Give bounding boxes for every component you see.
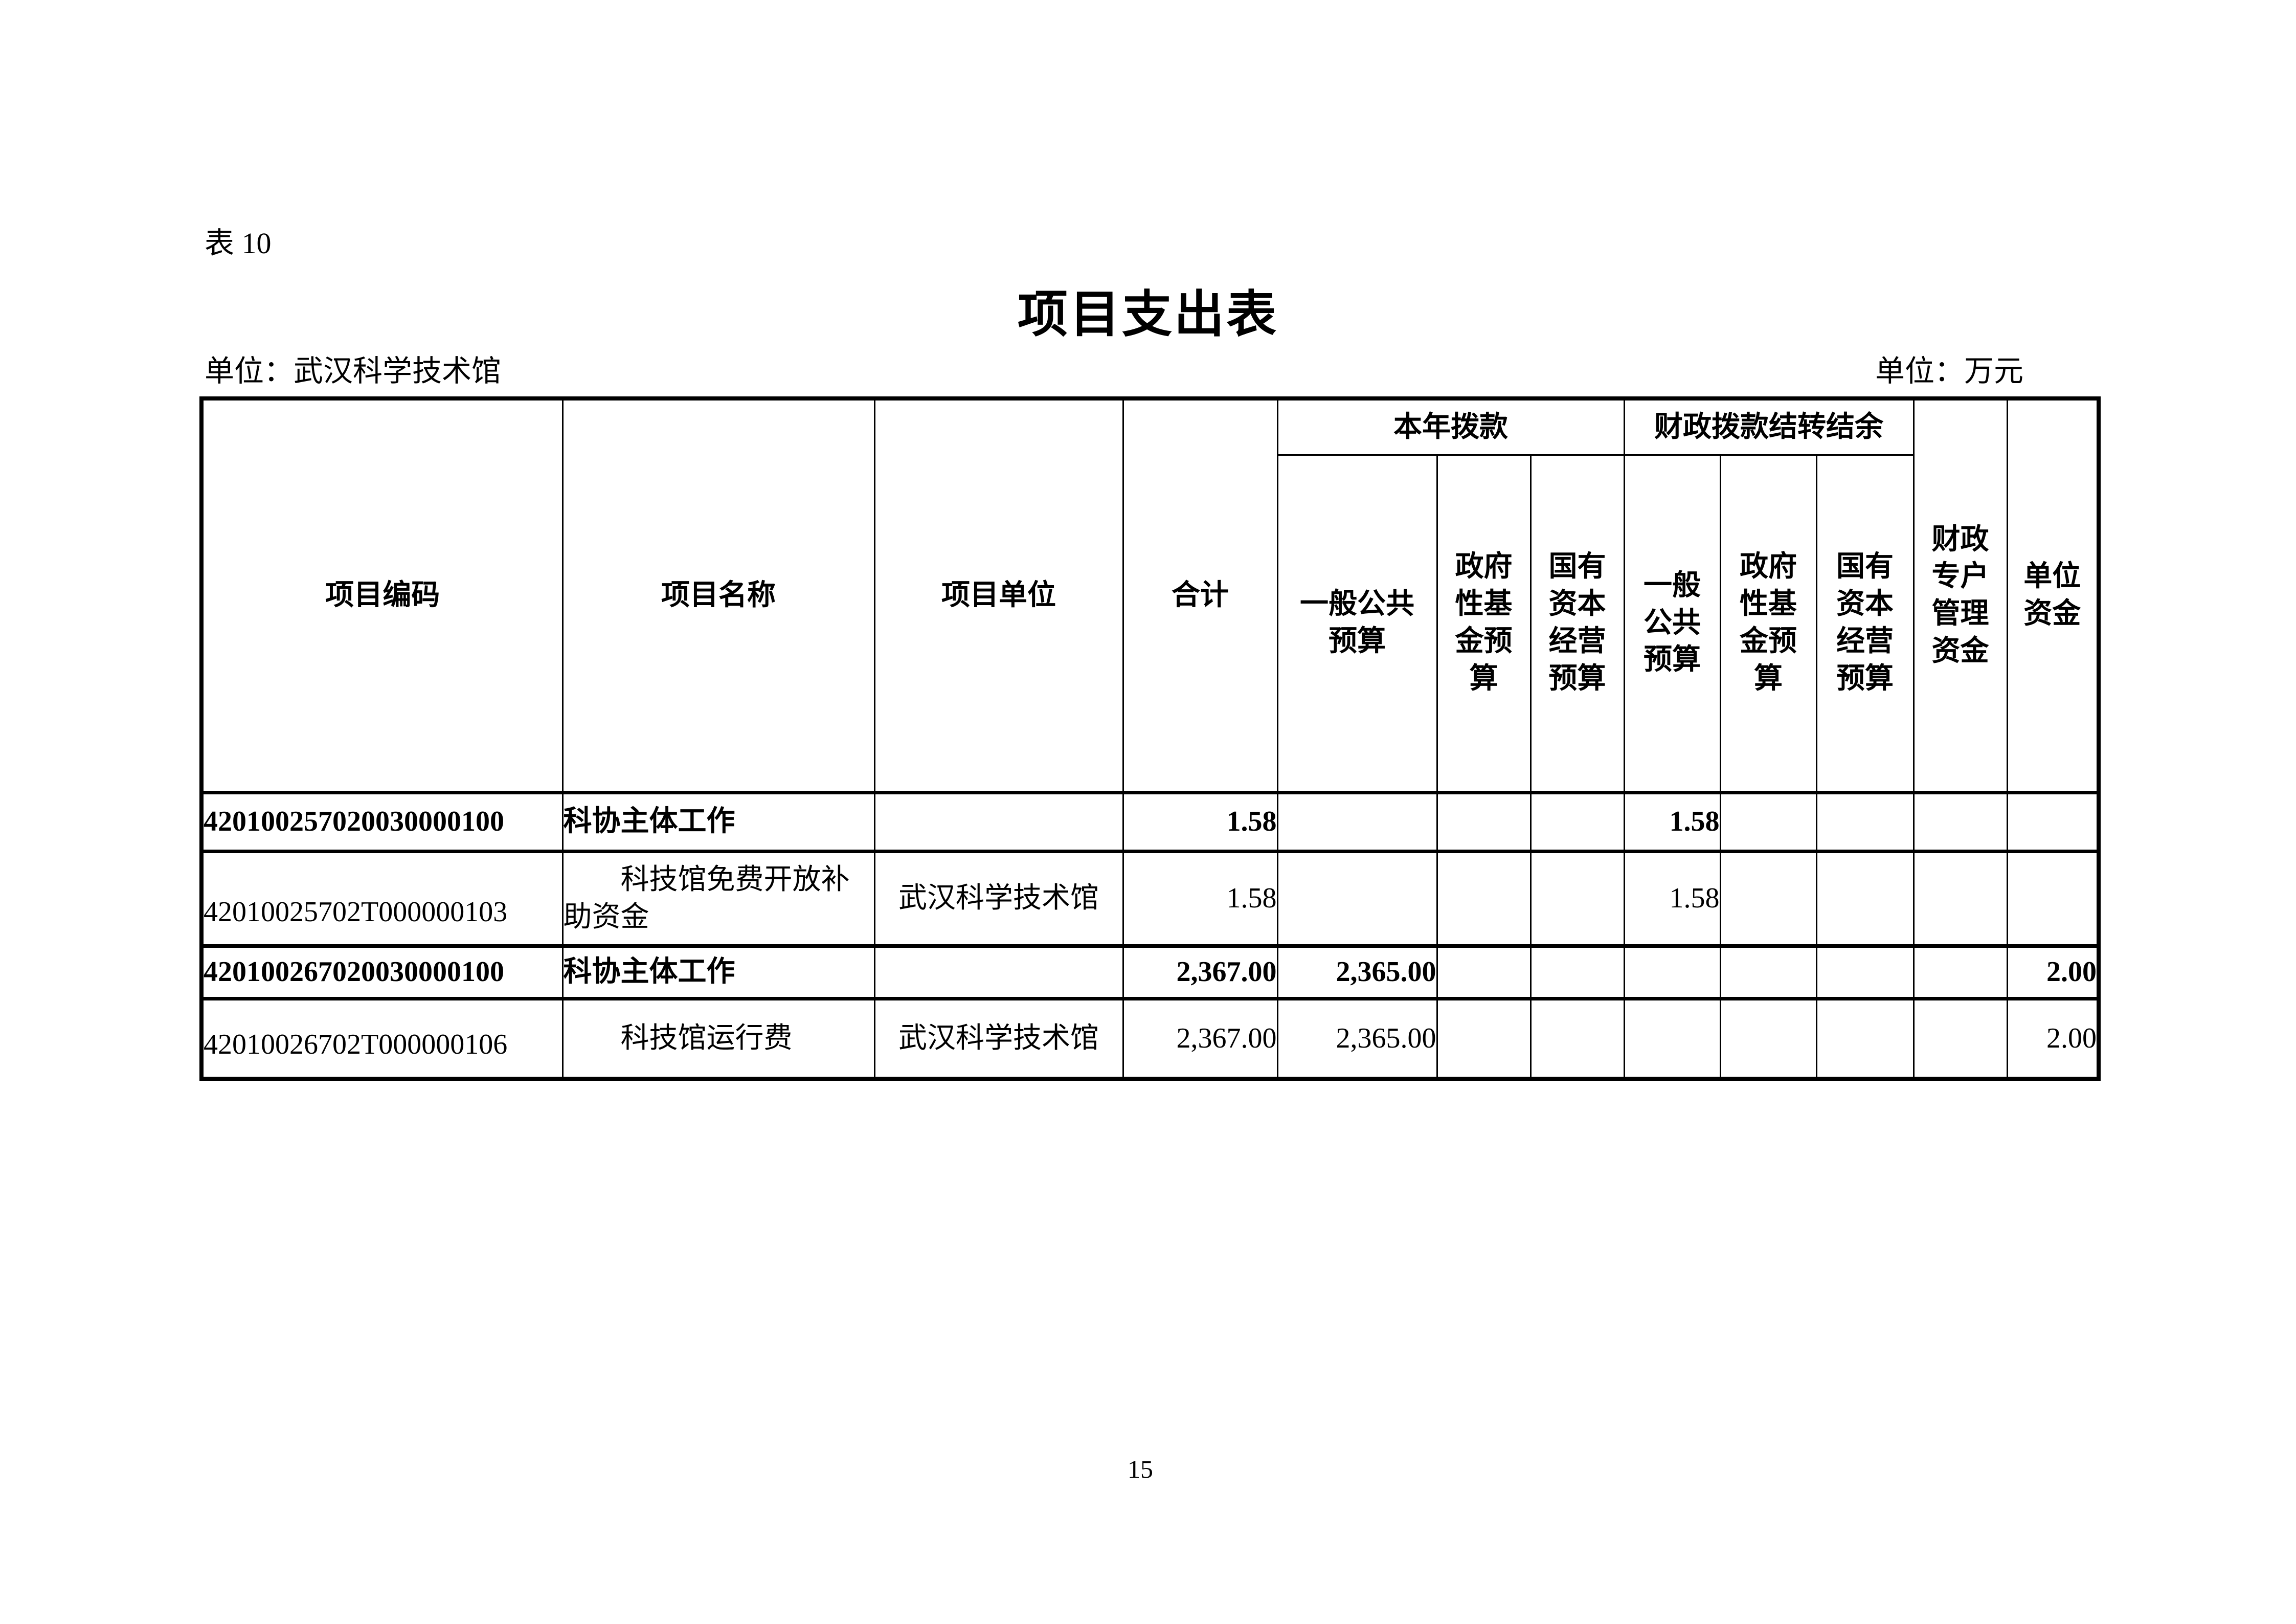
cell-co-gov-fund (1719, 790, 1817, 852)
cell-project-unit: 武汉科学技术馆 (873, 996, 1124, 1080)
cell-co-gov-fund (1719, 996, 1817, 1080)
header-cy-general-public-budget: 一般公共 预算 (1276, 454, 1438, 793)
cell-cy-state-capital (1529, 996, 1625, 1080)
cell-co-general-public: 1.58 (1623, 790, 1721, 852)
cell-cy-state-capital (1529, 944, 1625, 999)
cell-co-general-public: 1.58 (1623, 849, 1721, 947)
cell-cy-general-public: 2,365.00 (1276, 944, 1438, 999)
cell-total: 1.58 (1122, 790, 1278, 852)
cell-unit-funds (2006, 849, 2100, 947)
cell-unit-funds: 2.00 (2006, 944, 2100, 999)
cell-unit-funds: 2.00 (2006, 996, 2100, 1080)
page-number: 15 (1128, 1455, 1153, 1483)
header-sub-row: 一般公共 预算 政府 性基 金预 算 国有 资本 经营 预算 一般 公共 预算 … (201, 454, 2099, 793)
cell-project-unit: 武汉科学技术馆 (873, 849, 1124, 947)
cell-cy-general-public (1276, 849, 1438, 947)
cell-co-state-capital (1815, 849, 1915, 947)
table-row: 420100257020030000100 科协主体工作 1.58 1.58 (200, 790, 2100, 852)
unit-name-label: 单位：武汉科学技术馆 (205, 354, 502, 388)
cell-project-name: 科技馆运行费 (561, 996, 875, 1080)
cell-co-gov-fund (1719, 849, 1817, 947)
table-number-label: 表 10 (205, 227, 272, 260)
cell-project-code: 42010026702T000000106 (200, 996, 564, 1080)
cell-co-state-capital (1815, 790, 1915, 852)
project-expenditure-table: 项目编码 项目名称 项目单位 合计 本年拨款 财政拨款结转结余 财政 专户 管理… (199, 396, 2101, 1081)
currency-unit-label: 单位：万元 (1875, 354, 2023, 388)
header-current-year-appropriation: 本年拨款 (1276, 397, 1625, 456)
cell-project-name: 科技馆免费开放补 助资金 (561, 849, 875, 947)
table-row: 42010025702T000000103 科技馆免费开放补 助资金 武汉科学技… (200, 849, 2100, 947)
cell-co-general-public (1623, 996, 1721, 1080)
cell-unit-funds (2006, 790, 2100, 852)
cell-total: 2,367.00 (1122, 944, 1278, 999)
cell-co-gov-fund (1719, 944, 1817, 999)
header-total: 合计 (1122, 397, 1278, 793)
header-fiscal-carryover: 财政拨款结转结余 (1623, 397, 1915, 456)
header-project-code: 项目编码 (200, 397, 564, 793)
header-fiscal-special-account: 财政 专户 管理 资金 (1912, 397, 2008, 793)
cell-cy-general-public: 2,365.00 (1276, 996, 1438, 1080)
cell-cy-state-capital (1529, 849, 1625, 947)
cell-project-name: 科协主体工作 (561, 790, 875, 852)
cell-co-state-capital (1815, 996, 1915, 1080)
cell-cy-gov-fund (1436, 849, 1532, 947)
cell-project-unit (873, 790, 1124, 852)
cell-project-code: 42010025702T000000103 (200, 849, 564, 947)
table-row: 420100267020030000100 科协主体工作 2,367.00 2,… (200, 944, 2100, 999)
cell-cy-state-capital (1529, 790, 1625, 852)
cell-fiscal-special-account (1912, 996, 2008, 1080)
header-co-general-public-budget: 一般 公共 预算 (1623, 454, 1721, 793)
cell-project-code: 420100257020030000100 (200, 790, 564, 852)
header-cy-state-capital-budget: 国有 资本 经营 预算 (1529, 454, 1625, 793)
cell-cy-gov-fund (1436, 944, 1532, 999)
header-co-state-capital-budget: 国有 资本 经营 预算 (1815, 454, 1915, 793)
cell-co-state-capital (1815, 944, 1915, 999)
cell-cy-gov-fund (1436, 996, 1532, 1080)
cell-fiscal-special-account (1912, 849, 2008, 947)
cell-fiscal-special-account (1912, 790, 2008, 852)
cell-project-unit (873, 944, 1124, 999)
page-title: 项目支出表 (1017, 287, 1278, 343)
header-unit-funds: 单位 资金 (2006, 397, 2100, 793)
header-co-gov-fund-budget: 政府 性基 金预 算 (1719, 454, 1817, 793)
header-project-unit: 项目单位 (873, 397, 1124, 793)
cell-project-code: 420100267020030000100 (200, 944, 564, 999)
cell-co-general-public (1623, 944, 1721, 999)
cell-fiscal-special-account (1912, 944, 2008, 999)
header-cy-gov-fund-budget: 政府 性基 金预 算 (1436, 454, 1532, 793)
header-project-name: 项目名称 (561, 397, 875, 793)
header-group-row: 项目编码 项目名称 项目单位 合计 本年拨款 财政拨款结转结余 财政 专户 管理… (200, 397, 2100, 793)
cell-total: 1.58 (1122, 849, 1278, 947)
cell-project-name: 科协主体工作 (561, 944, 875, 999)
table-row: 42010026702T000000106 科技馆运行费 武汉科学技术馆 2,3… (200, 996, 2100, 1080)
cell-cy-gov-fund (1436, 790, 1532, 852)
cell-cy-general-public (1276, 790, 1438, 852)
cell-total: 2,367.00 (1122, 996, 1278, 1080)
